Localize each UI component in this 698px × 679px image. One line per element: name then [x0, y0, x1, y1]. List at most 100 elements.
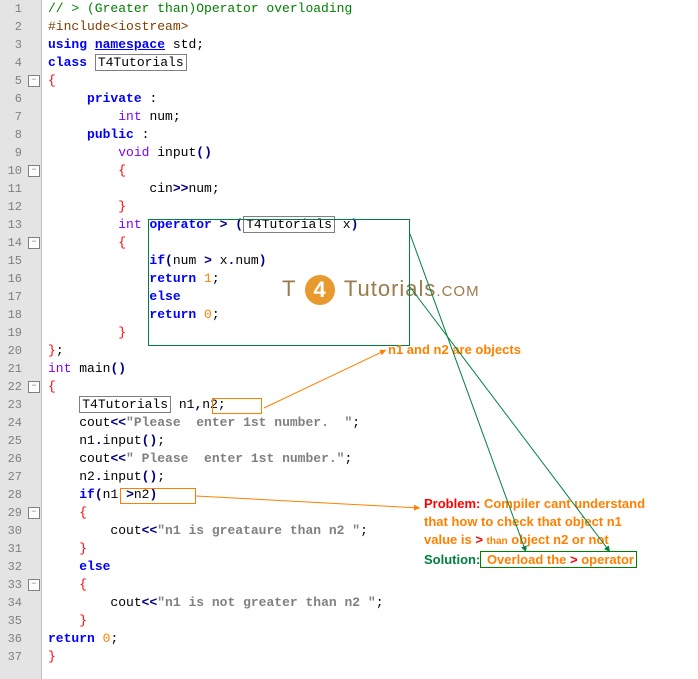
line-number: 6: [0, 92, 26, 106]
fold-toggle-icon[interactable]: −: [28, 579, 40, 591]
line-number: 16: [0, 272, 26, 286]
gutter-row: 37: [0, 648, 41, 666]
line-number: 30: [0, 524, 26, 538]
gutter-row: 26: [0, 450, 41, 468]
code-line[interactable]: }: [48, 198, 698, 216]
gutter-row: 1: [0, 0, 41, 18]
code-line[interactable]: cout<<"Please enter 1st number. ";: [48, 414, 698, 432]
code-line[interactable]: cin>>num;: [48, 180, 698, 198]
gutter-row: 8: [0, 126, 41, 144]
code-line[interactable]: {: [48, 162, 698, 180]
gutter-row: 9: [0, 144, 41, 162]
solution-line: Solution: Overload the > operator: [424, 551, 698, 569]
gutter-row: 17: [0, 288, 41, 306]
code-line[interactable]: {: [48, 378, 698, 396]
code-line[interactable]: int main(): [48, 360, 698, 378]
code-line[interactable]: return 1;: [48, 270, 698, 288]
line-number: 3: [0, 38, 26, 52]
code-line[interactable]: }: [48, 612, 698, 630]
line-number: 35: [0, 614, 26, 628]
gutter-row: 21: [0, 360, 41, 378]
line-number: 34: [0, 596, 26, 610]
gutter-row: 13: [0, 216, 41, 234]
line-number: 36: [0, 632, 26, 646]
line-number: 25: [0, 434, 26, 448]
line-number: 32: [0, 560, 26, 574]
line-number: 10: [0, 164, 26, 178]
line-number: 27: [0, 470, 26, 484]
fold-toggle-icon[interactable]: −: [28, 75, 40, 87]
code-line[interactable]: #include<iostream>: [48, 18, 698, 36]
code-line[interactable]: }: [48, 324, 698, 342]
line-number: 20: [0, 344, 26, 358]
gutter-row: 31: [0, 540, 41, 558]
gutter-row: 24: [0, 414, 41, 432]
gutter-row: 34: [0, 594, 41, 612]
code-line[interactable]: n1.input();: [48, 432, 698, 450]
gutter-row: 19: [0, 324, 41, 342]
line-number: 14: [0, 236, 26, 250]
fold-toggle-icon[interactable]: −: [28, 507, 40, 519]
gutter-row: 20: [0, 342, 41, 360]
line-gutter: 12345−678910−11121314−1516171819202122−2…: [0, 0, 42, 679]
code-line[interactable]: }: [48, 648, 698, 666]
fold-toggle-icon[interactable]: −: [28, 165, 40, 177]
code-line[interactable]: private :: [48, 90, 698, 108]
gutter-row: 14−: [0, 234, 41, 252]
code-line[interactable]: cout<<"n1 is not greater than n2 ";: [48, 594, 698, 612]
line-number: 7: [0, 110, 26, 124]
code-line[interactable]: int operator > (T4Tutorials x): [48, 216, 698, 234]
gutter-row: 22−: [0, 378, 41, 396]
code-line[interactable]: return 0;: [48, 306, 698, 324]
gutter-row: 35: [0, 612, 41, 630]
annotation-objects: n1 and n2 are objects: [388, 342, 521, 357]
line-number: 31: [0, 542, 26, 556]
code-area[interactable]: // > (Greater than)Operator overloading#…: [42, 0, 698, 679]
line-number: 33: [0, 578, 26, 592]
gutter-row: 29−: [0, 504, 41, 522]
code-line[interactable]: else: [48, 288, 698, 306]
code-line[interactable]: return 0;: [48, 630, 698, 648]
code-line[interactable]: void input(): [48, 144, 698, 162]
line-number: 28: [0, 488, 26, 502]
gutter-row: 5−: [0, 72, 41, 90]
code-line[interactable]: cout<<" Please enter 1st number.";: [48, 450, 698, 468]
code-line[interactable]: public :: [48, 126, 698, 144]
gutter-row: 30: [0, 522, 41, 540]
fold-toggle-icon[interactable]: −: [28, 381, 40, 393]
code-line[interactable]: using namespace std;: [48, 36, 698, 54]
code-line[interactable]: int num;: [48, 108, 698, 126]
line-number: 5: [0, 74, 26, 88]
code-line[interactable]: {: [48, 72, 698, 90]
line-number: 15: [0, 254, 26, 268]
problem-line3: value is > than object n2 or not: [424, 531, 698, 551]
gutter-row: 18: [0, 306, 41, 324]
code-editor: 12345−678910−11121314−1516171819202122−2…: [0, 0, 698, 679]
code-line[interactable]: {: [48, 576, 698, 594]
code-line[interactable]: n2.input();: [48, 468, 698, 486]
code-line[interactable]: {: [48, 234, 698, 252]
line-number: 1: [0, 2, 26, 16]
code-line[interactable]: if(num > x.num): [48, 252, 698, 270]
code-line[interactable]: };: [48, 342, 698, 360]
code-line[interactable]: // > (Greater than)Operator overloading: [48, 0, 698, 18]
gutter-row: 4: [0, 54, 41, 72]
line-number: 29: [0, 506, 26, 520]
line-number: 37: [0, 650, 26, 664]
fold-toggle-icon[interactable]: −: [28, 237, 40, 249]
gutter-row: 6: [0, 90, 41, 108]
line-number: 18: [0, 308, 26, 322]
line-number: 9: [0, 146, 26, 160]
line-number: 4: [0, 56, 26, 70]
code-line[interactable]: class T4Tutorials: [48, 54, 698, 72]
gutter-row: 36: [0, 630, 41, 648]
annotation-problem: Problem: Compiler cant understand that h…: [424, 495, 698, 569]
line-number: 24: [0, 416, 26, 430]
gutter-row: 23: [0, 396, 41, 414]
line-number: 23: [0, 398, 26, 412]
line-number: 22: [0, 380, 26, 394]
gutter-row: 11: [0, 180, 41, 198]
gutter-row: 2: [0, 18, 41, 36]
code-line[interactable]: T4Tutorials n1,n2;: [48, 396, 698, 414]
problem-line1: Problem: Compiler cant understand: [424, 495, 698, 513]
